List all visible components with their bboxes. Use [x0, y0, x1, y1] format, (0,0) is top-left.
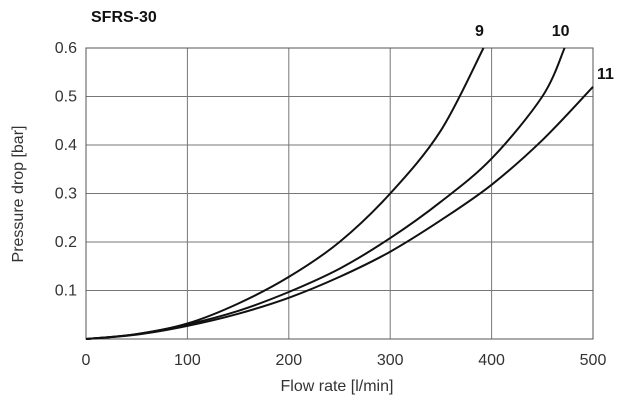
series-line-11 [85, 86, 594, 340]
plot-grid [85, 47, 594, 340]
x-tick-label: 100 [174, 352, 201, 369]
series-label-11: 11 [597, 66, 614, 83]
y-tick-label: 0.6 [55, 40, 77, 57]
y-axis-title: Pressure drop [bar] [10, 126, 27, 263]
y-tick-label: 0.2 [55, 234, 77, 251]
y-tick-label: 0.5 [55, 89, 77, 106]
x-tick-label: 300 [377, 352, 404, 369]
x-tick-label: 0 [82, 352, 91, 369]
axis-ticks: 0 100 200 300 400 500 0.1 0.2 0.3 0.4 0.5 0.6 [55, 40, 607, 369]
y-tick-label: 0.3 [55, 186, 77, 203]
x-tick-label: 500 [580, 352, 607, 369]
x-axis-title: Flow rate [l/min] [281, 378, 394, 395]
series-labels: 9 10 11 [475, 23, 614, 83]
x-tick-label: 200 [275, 352, 302, 369]
series-label-10: 10 [552, 23, 570, 40]
series-line-10 [85, 47, 566, 340]
y-tick-label: 0.4 [55, 137, 77, 154]
plot-frame [85, 47, 594, 340]
plot-curves [85, 47, 594, 340]
chart-title: SFRS-30 [91, 9, 157, 26]
y-tick-label: 0.1 [55, 283, 77, 300]
x-tick-label: 400 [478, 352, 505, 369]
series-label-9: 9 [475, 23, 484, 40]
